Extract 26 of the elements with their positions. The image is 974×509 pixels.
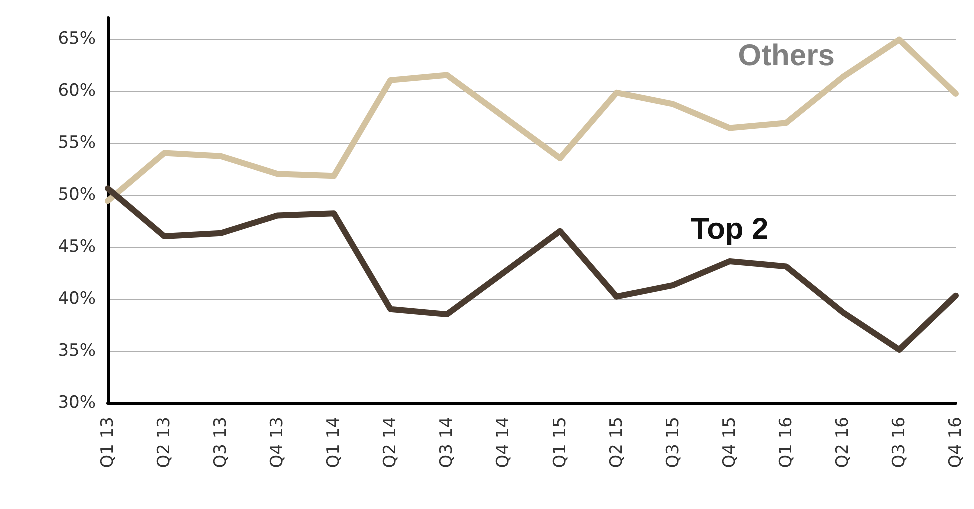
x-tick-label: Q1 14 [324, 417, 344, 468]
series-label: Others [738, 40, 835, 72]
y-tick-label: 55% [58, 132, 96, 153]
x-tick-label: Q1 15 [550, 417, 570, 468]
x-tick-label: Q1 13 [98, 417, 118, 468]
x-tick-label: Q1 16 [776, 417, 796, 468]
x-tick-label: Q4 16 [946, 417, 966, 468]
x-tick-label: Q2 13 [154, 417, 175, 468]
x-tick-label: Q3 14 [437, 417, 458, 468]
x-tick-label: Q2 15 [606, 417, 627, 468]
y-tick-label: 30% [58, 393, 96, 413]
y-tick-label: 45% [58, 236, 96, 257]
x-tick-label: Q4 15 [720, 417, 740, 468]
x-tick-label: Q2 14 [380, 417, 401, 468]
x-tick-label: Q4 13 [268, 417, 288, 468]
y-tick-label: 50% [58, 184, 96, 205]
x-tick-label: Q3 16 [889, 417, 910, 468]
y-tick-label: 65% [58, 28, 96, 49]
series-label: Top 2 [690, 212, 769, 246]
y-tick-label: 40% [58, 288, 96, 309]
x-tick-label: Q4 14 [494, 417, 514, 468]
x-tick-label: Q2 16 [832, 417, 853, 468]
y-tick-label: 35% [58, 340, 96, 361]
y-tick-label: 60% [58, 80, 96, 101]
x-tick-label: Q3 13 [211, 417, 232, 468]
x-tick-label: Q3 15 [663, 417, 684, 468]
